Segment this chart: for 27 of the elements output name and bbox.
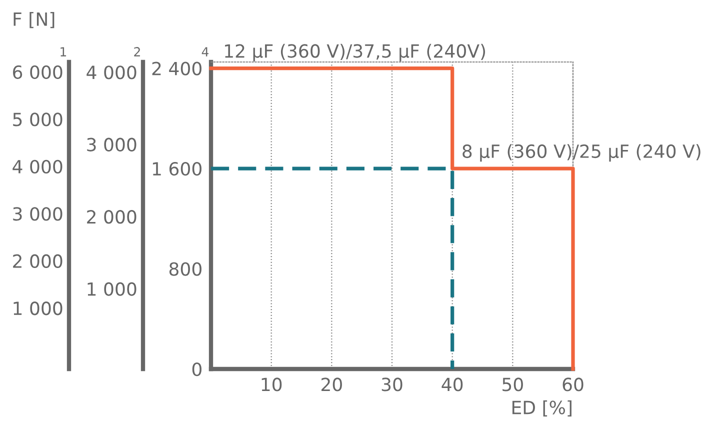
annotation: 12 µF (360 V)/37,5 µF (240V) [225,44,486,62]
x-axis-title: ED [%] [512,400,572,416]
y2-tick-label: 2 000 [87,210,136,224]
x-tick-label: 10 [262,378,282,392]
y-tick-label: 1 600 [152,162,202,176]
y3-tick-label: 5 000 [13,112,62,126]
y3-tick-label: 2 000 [13,254,62,268]
y2-tick-label: 1 000 [88,282,136,296]
y3-axis-title: 1 [60,47,66,56]
x-tick-label: 50 [502,378,523,392]
y-axis-title: 4 [202,47,208,56]
y3-tick-label: 4 000 [12,160,62,174]
y3-tick-label: 3 000 [13,207,62,221]
y-tick-label: 800 [169,262,202,276]
y2-axis-title: 2 [134,47,140,56]
annotation: 8 µF (360 V)/25 µF (240 V) [462,144,700,162]
x-tick-label: 60 [562,378,584,392]
x-tick-label: 20 [322,378,342,392]
y-tick-label: 2 400 [152,62,202,76]
y3-tick-label: 1 000 [14,302,62,316]
text: F [N] [14,12,54,28]
y-tick-label: 0 [192,362,202,376]
y2-tick-label: 4 000 [86,66,136,80]
y3-tick-label: 6 000 [13,65,62,80]
x-tick-label: 30 [382,378,402,392]
y2-tick-label: 3 000 [87,138,136,152]
x-tick-label: 40 [442,378,463,392]
